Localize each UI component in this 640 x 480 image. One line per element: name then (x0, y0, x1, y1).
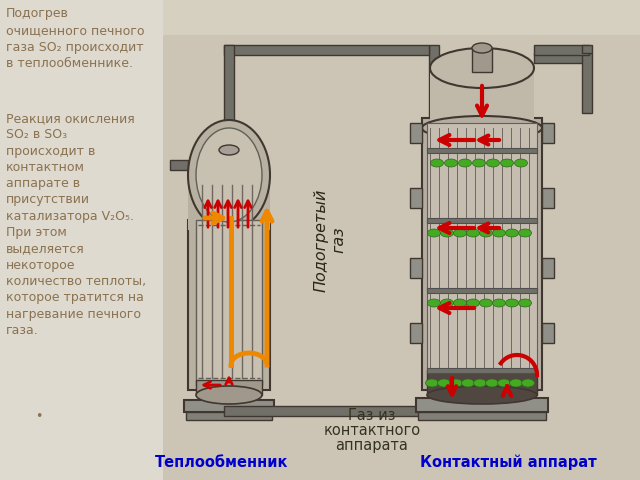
Ellipse shape (431, 159, 444, 167)
Bar (427, 148, 537, 153)
Ellipse shape (422, 116, 542, 140)
Ellipse shape (438, 379, 451, 387)
Bar (427, 123, 537, 385)
Bar (582, 45, 592, 53)
Ellipse shape (479, 229, 493, 237)
Ellipse shape (454, 299, 467, 307)
Ellipse shape (474, 379, 486, 387)
Bar (170, 160, 188, 170)
Bar (0, 0, 163, 480)
Ellipse shape (440, 299, 454, 307)
Ellipse shape (515, 159, 527, 167)
Ellipse shape (445, 159, 458, 167)
Ellipse shape (522, 379, 534, 387)
Bar (542, 323, 554, 343)
Ellipse shape (449, 379, 463, 387)
Ellipse shape (506, 229, 518, 237)
Bar (427, 288, 537, 293)
Bar (542, 258, 554, 278)
Bar (163, 0, 640, 480)
Bar (186, 412, 272, 420)
Ellipse shape (188, 120, 270, 230)
Ellipse shape (467, 229, 479, 237)
Bar (416, 398, 548, 412)
Bar (427, 370, 537, 395)
Ellipse shape (509, 379, 522, 387)
Bar (430, 68, 534, 128)
Bar (163, 0, 640, 35)
Bar (224, 406, 439, 416)
Ellipse shape (454, 229, 467, 237)
Bar (410, 258, 422, 278)
Bar (422, 118, 542, 390)
Bar (427, 368, 537, 373)
Ellipse shape (472, 43, 492, 53)
Ellipse shape (486, 159, 499, 167)
Ellipse shape (497, 379, 511, 387)
Ellipse shape (493, 229, 506, 237)
Text: Теплообменник: Теплообменник (156, 455, 289, 470)
Ellipse shape (518, 299, 531, 307)
Bar (472, 48, 492, 72)
Text: •: • (35, 410, 42, 423)
Bar (582, 53, 592, 113)
Bar (196, 380, 262, 395)
Ellipse shape (500, 159, 513, 167)
Text: аппарата: аппарата (335, 438, 408, 453)
Ellipse shape (486, 379, 499, 387)
Ellipse shape (467, 299, 479, 307)
Bar (219, 150, 239, 170)
Ellipse shape (506, 299, 518, 307)
Bar (542, 188, 554, 208)
Ellipse shape (196, 128, 262, 222)
Ellipse shape (219, 145, 239, 155)
Bar (184, 400, 274, 412)
Bar (418, 412, 546, 420)
Bar (429, 45, 439, 406)
Ellipse shape (458, 159, 472, 167)
Bar (188, 220, 270, 390)
Text: Подогрев
очищенного печного
газа SO₂ происходит
в теплообменнике.: Подогрев очищенного печного газа SO₂ про… (6, 7, 145, 71)
Ellipse shape (428, 229, 440, 237)
Bar (427, 218, 537, 223)
Bar (224, 45, 234, 147)
Bar (196, 220, 262, 385)
Text: контактного: контактного (323, 423, 420, 438)
Bar (534, 45, 589, 55)
Bar (224, 45, 429, 55)
Ellipse shape (461, 379, 474, 387)
Text: Подогретый
газ: Подогретый газ (313, 188, 347, 292)
Ellipse shape (426, 379, 438, 387)
Bar (542, 123, 554, 143)
Text: Газ из: Газ из (348, 408, 396, 423)
Bar (410, 123, 422, 143)
Ellipse shape (428, 299, 440, 307)
Bar (188, 175, 270, 230)
Ellipse shape (518, 229, 531, 237)
Ellipse shape (493, 299, 506, 307)
Ellipse shape (440, 229, 454, 237)
Bar (224, 147, 234, 177)
Ellipse shape (479, 299, 493, 307)
Bar (534, 53, 589, 63)
Text: Контактный аппарат: Контактный аппарат (420, 455, 596, 470)
Ellipse shape (196, 386, 262, 404)
Bar (410, 188, 422, 208)
Text: Реакция окисления
SO₂ в SO₃
происходит в
контактном
аппарате в
присутствии
катал: Реакция окисления SO₂ в SO₃ происходит в… (6, 112, 146, 337)
Bar (410, 323, 422, 343)
Ellipse shape (472, 159, 486, 167)
Ellipse shape (427, 386, 537, 404)
Ellipse shape (430, 48, 534, 88)
